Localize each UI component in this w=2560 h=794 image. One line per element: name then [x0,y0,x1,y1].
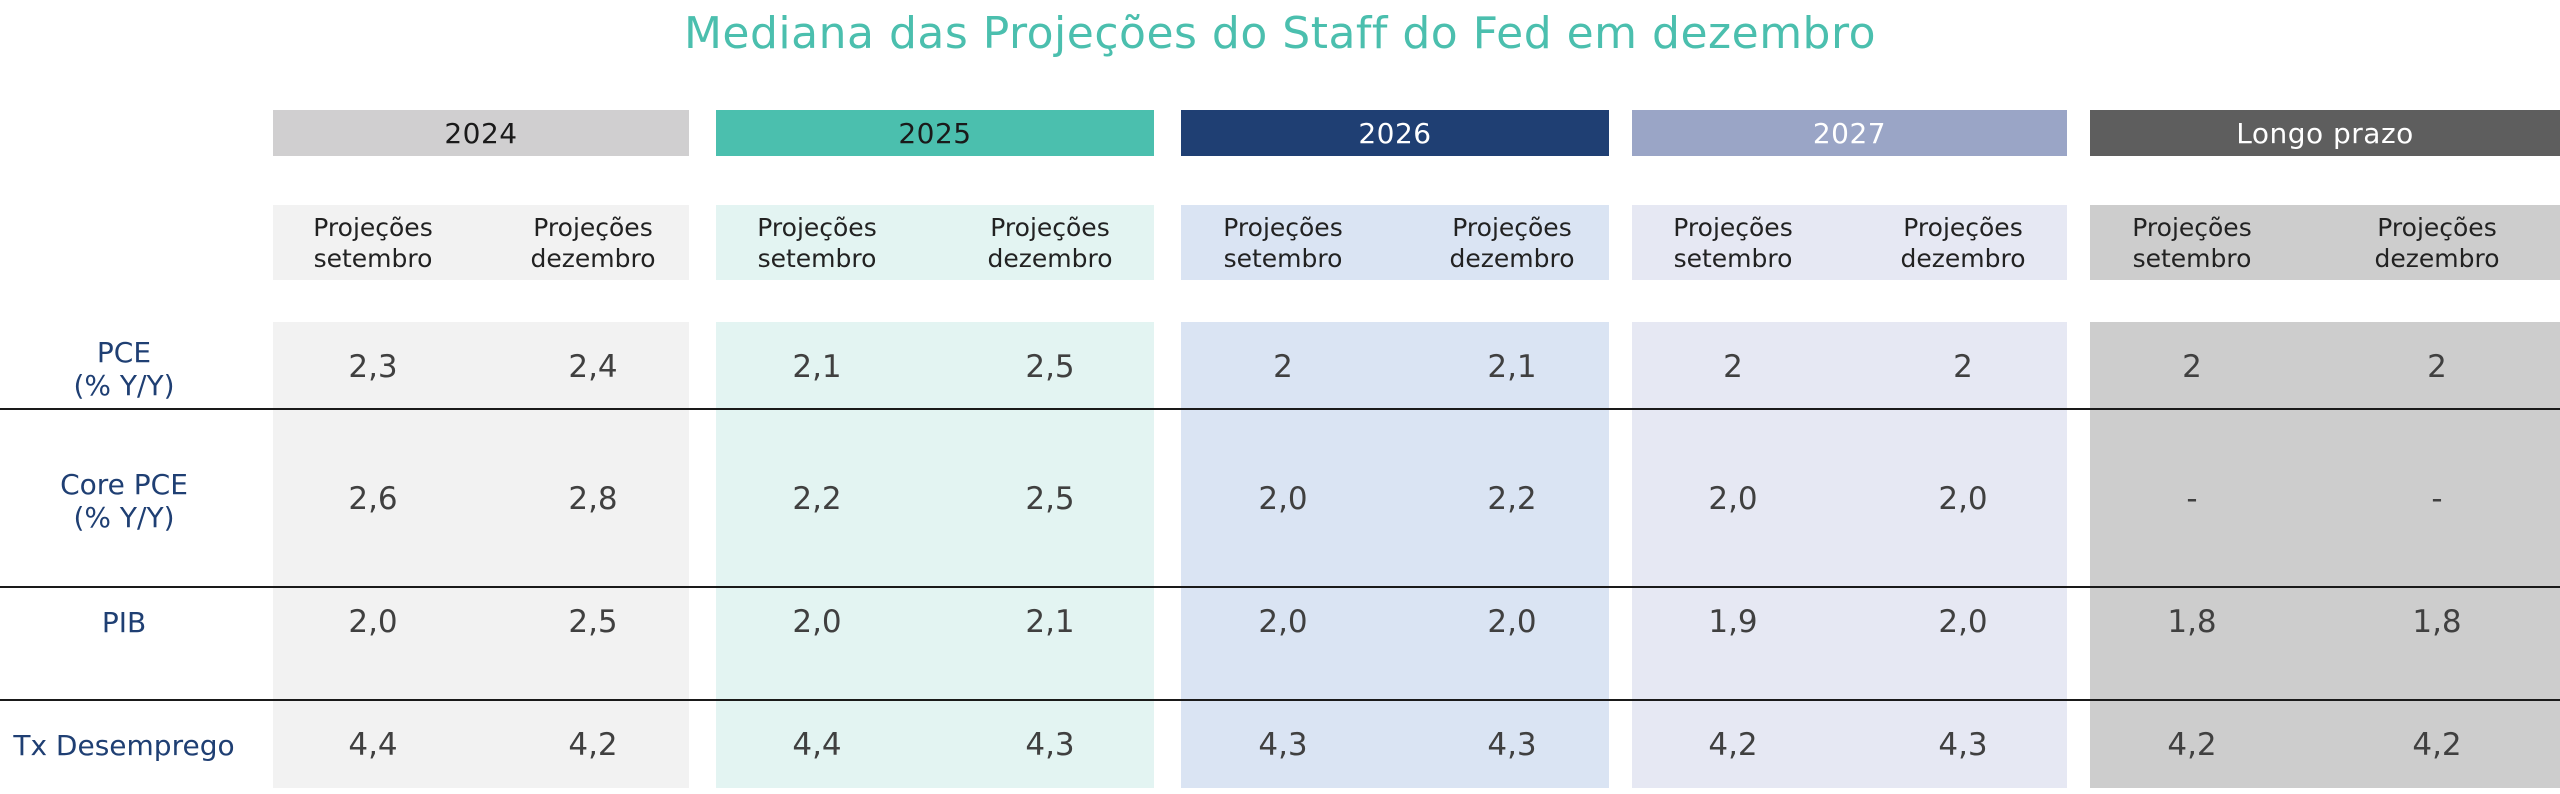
row-label-core-pce: Core PCE (% Y/Y) [0,468,248,534]
group-header-2026: 2026 [1181,110,1609,156]
subheader-2025-setembro: Projeções setembro [717,212,917,274]
table-cell: 4,4 [792,727,842,763]
table-cell: 2,0 [1487,604,1537,640]
subheader-background-2024 [273,205,689,280]
chart-title: Mediana das Projeções do Staff do Fed em… [683,8,1877,59]
table-cell: 2,1 [792,349,842,385]
table-cell: 4,4 [348,727,398,763]
subheader-2027-dezembro: Projeções dezembro [1863,212,2063,274]
table-cell: 2,1 [1487,349,1537,385]
row-label-line: (% Y/Y) [73,501,175,534]
table-cell: 2,3 [348,349,398,385]
subheader-2024-dezembro: Projeções dezembro [493,212,693,274]
subheader-line: setembro [313,244,433,273]
row-label-line: PCE [96,336,152,369]
table-cell: - [2431,481,2443,517]
row-label-tx-desemprego: Tx Desemprego [0,729,248,762]
table-cell: 2 [2427,349,2447,385]
column-background-2025 [716,322,1154,788]
table-cell: 2,1 [1025,604,1075,640]
table-cell: 2,0 [1258,481,1308,517]
subheader-line: setembro [1223,244,1343,273]
row-divider [0,586,2560,588]
subheader-longo-prazo-dezembro: Projeções dezembro [2337,212,2537,274]
table-cell: 2,0 [1938,481,1988,517]
table-cell: 1,9 [1708,604,1758,640]
table-cell: 2 [2182,349,2202,385]
table-cell: 2,0 [1708,481,1758,517]
table-cell: 4,3 [1938,727,1988,763]
row-label-line: (% Y/Y) [73,369,175,402]
subheader-2024-setembro: Projeções setembro [273,212,473,274]
table-cell: 1,8 [2167,604,2217,640]
subheader-line: setembro [2132,244,2252,273]
subheader-line: setembro [757,244,877,273]
subheader-longo-prazo-setembro: Projeções setembro [2092,212,2292,274]
subheader-line: dezembro [987,244,1113,273]
group-header-2024: 2024 [273,110,689,156]
subheader-line: Projeções [757,213,877,242]
table-cell: 4,2 [2412,727,2462,763]
row-label-pce: PCE (% Y/Y) [0,336,248,402]
group-header-longo-prazo: Longo prazo [2090,110,2560,156]
subheader-background-2026 [1181,205,1609,280]
row-label-line: Core PCE [60,468,188,501]
table-cell: 4,2 [1708,727,1758,763]
subheader-line: dezembro [530,244,656,273]
subheader-2027-setembro: Projeções setembro [1633,212,1833,274]
subheader-line: setembro [1673,244,1793,273]
table-cell: 2,5 [568,604,618,640]
group-header-2025: 2025 [716,110,1154,156]
table-cell: 1,8 [2412,604,2462,640]
group-header-2027: 2027 [1632,110,2067,156]
subheader-line: dezembro [1900,244,2026,273]
subheader-line: dezembro [1449,244,1575,273]
table-cell: 4,3 [1025,727,1075,763]
table-cell: 2,0 [1938,604,1988,640]
table-cell: 2 [1953,349,1973,385]
subheader-line: Projeções [2132,213,2252,242]
table-cell: 2,0 [1258,604,1308,640]
subheader-line: Projeções [1452,213,1572,242]
column-background-longo-prazo [2090,322,2560,788]
table-cell: 4,3 [1258,727,1308,763]
subheader-background-2027 [1632,205,2067,280]
subheader-line: Projeções [313,213,433,242]
table-cell: 2,0 [792,604,842,640]
subheader-2025-dezembro: Projeções dezembro [950,212,1150,274]
subheader-background-2025 [716,205,1154,280]
table-cell: 2,5 [1025,481,1075,517]
table-cell: 2,8 [568,481,618,517]
subheader-line: Projeções [2377,213,2497,242]
subheader-line: dezembro [2374,244,2500,273]
table-cell: 2,2 [1487,481,1537,517]
table-cell: 4,2 [2167,727,2217,763]
table-cell: 2,0 [348,604,398,640]
row-divider [0,408,2560,410]
table-cell: 2,6 [348,481,398,517]
subheader-line: Projeções [1903,213,2023,242]
table-cell: 2 [1723,349,1743,385]
table-cell: 2,4 [568,349,618,385]
row-label-line: Tx Desemprego [13,728,235,762]
column-background-2024 [273,322,689,788]
table-cell: 4,3 [1487,727,1537,763]
column-background-2027 [1632,322,2067,788]
table-cell: 4,2 [568,727,618,763]
subheader-line: Projeções [533,213,653,242]
row-label-line: PIB [101,605,147,639]
table-cell: - [2186,481,2198,517]
table-cell: 2,2 [792,481,842,517]
subheader-line: Projeções [1223,213,1343,242]
subheader-2026-setembro: Projeções setembro [1183,212,1383,274]
table-cell: 2 [1273,349,1293,385]
row-divider [0,699,2560,701]
subheader-background-longo-prazo [2090,205,2560,280]
column-background-2026 [1181,322,1609,788]
subheader-line: Projeções [1673,213,1793,242]
subheader-line: Projeções [990,213,1110,242]
table-cell: 2,5 [1025,349,1075,385]
row-label-pib: PIB [0,606,248,639]
subheader-2026-dezembro: Projeções dezembro [1412,212,1612,274]
